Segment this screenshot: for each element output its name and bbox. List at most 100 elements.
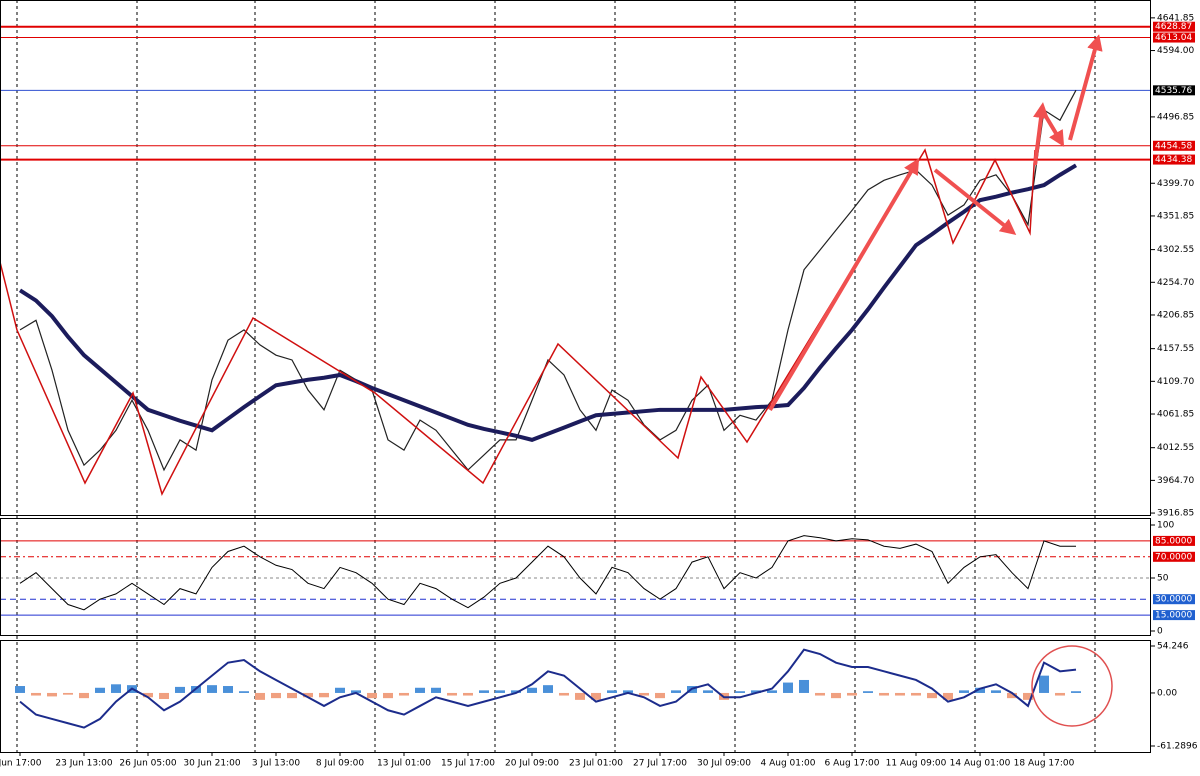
histogram-bar [1071, 691, 1081, 693]
arrows [768, 34, 1103, 412]
y-tick-label: 4302.55 [1157, 245, 1194, 255]
x-tick-label: 4 Aug 01:00 [761, 759, 816, 769]
level-label: 4628.87 [1155, 22, 1192, 32]
histogram-bar [1007, 692, 1017, 699]
price-plot [0, 25, 1151, 472]
histogram-bar [271, 692, 281, 699]
x-tick-label: 26 Jun 05:00 [119, 759, 176, 769]
histogram-bar [911, 692, 921, 696]
histogram-bar [15, 686, 25, 693]
histogram-bar [511, 690, 521, 693]
level-label: 30.0000 [1155, 595, 1192, 605]
x-tick-label: 30 Jun 21:00 [183, 759, 240, 769]
histogram-bar [543, 685, 553, 693]
y-tick-label: 4641.85 [1157, 13, 1194, 23]
histogram-bar [927, 692, 937, 699]
y-tick-label: -61.2896 [1157, 742, 1198, 752]
histogram-bar [655, 692, 665, 699]
histogram-bar [479, 690, 489, 693]
series-line [18, 163, 1078, 442]
histogram-bar [527, 687, 537, 693]
y-tick-label: 50 [1157, 574, 1169, 584]
histogram-bar [159, 692, 169, 700]
y-tick-label: 3964.70 [1157, 476, 1194, 486]
level-label-bg [1153, 85, 1195, 96]
histogram-bar [223, 686, 233, 693]
y-tick-label: 4206.85 [1157, 310, 1194, 320]
x-tick-label: 3 Jul 13:00 [252, 759, 301, 769]
y-tick-label: 4254.70 [1157, 278, 1194, 288]
y-tick-label: 4157.55 [1157, 344, 1194, 354]
histogram-bar [1055, 692, 1065, 696]
x-tick-label: 18 Aug 17:00 [1014, 759, 1075, 769]
x-tick-label: 30 Jul 09:00 [697, 759, 751, 769]
level-label-bg [1153, 32, 1195, 43]
histogram-bar [847, 692, 857, 696]
x-tick-label: 15 Jul 17:00 [441, 759, 495, 769]
y-tick-label: 4012.55 [1157, 443, 1194, 453]
histogram-bar [31, 692, 41, 696]
histogram-bar [383, 692, 393, 699]
histogram-bar [111, 684, 121, 693]
level-label: 4613.04 [1155, 33, 1192, 43]
vertical-grid [16, 0, 1096, 752]
histogram-bar [671, 690, 681, 693]
x-tick-label: 23 Jul 01:00 [569, 759, 623, 769]
x-tick-label: 27 Jul 17:00 [633, 759, 687, 769]
histogram-bar [975, 687, 985, 693]
level-label: 4434.38 [1155, 155, 1192, 165]
y-tick-label: 4109.70 [1157, 377, 1194, 387]
indicator-plots [0, 535, 1151, 729]
level-label-bg [1153, 551, 1195, 562]
level-label: 4454.58 [1155, 141, 1192, 151]
series-line [19, 535, 1076, 611]
level-label: 85.0000 [1155, 536, 1192, 546]
histogram-bar [431, 687, 441, 693]
highlight-circle [1031, 645, 1113, 727]
histogram-bar [303, 692, 313, 698]
level-label-bg [1153, 535, 1195, 546]
histogram-bar [495, 690, 505, 693]
x-tick-label: 23 Jun 13:00 [55, 759, 112, 769]
x-tick-label: 14 Aug 01:00 [950, 759, 1011, 769]
histogram-bar [879, 692, 889, 696]
level-label-bg [1153, 594, 1195, 605]
histogram-bar [79, 692, 89, 699]
y-tick-label: 4399.70 [1157, 179, 1194, 189]
histogram-bar [639, 692, 649, 696]
histogram-bar [767, 690, 777, 693]
x-tick-label: 13 Jul 01:00 [377, 759, 431, 769]
histogram-bar [783, 682, 793, 693]
histogram-bar [319, 692, 329, 698]
histogram-bar [703, 690, 713, 693]
histogram-bar [255, 692, 265, 700]
x-tick-label: 20 Jul 09:00 [505, 759, 559, 769]
histogram-bar [863, 691, 873, 693]
histogram-bar [351, 690, 361, 693]
series-line [19, 648, 1077, 729]
level-label: 70.0000 [1155, 552, 1192, 562]
annotations [0, 34, 1103, 497]
y-tick-label: 100 [1157, 521, 1174, 531]
histogram-bar [95, 687, 105, 693]
histogram-bar [63, 692, 73, 695]
x-tick-label: 6 Aug 17:00 [825, 759, 880, 769]
level-label-bg [1153, 21, 1195, 32]
histogram-bar [943, 692, 953, 700]
histogram-bar [591, 692, 601, 700]
y-tick-label: 0 [1157, 627, 1163, 637]
histogram-bar [463, 692, 473, 696]
histogram-bar [447, 692, 457, 696]
histogram-bar [399, 692, 409, 696]
histogram-bar [559, 692, 569, 696]
histogram-bar [959, 690, 969, 693]
level-label-bg [1153, 154, 1195, 165]
histogram-bar [287, 692, 297, 699]
histogram-bar [367, 692, 377, 699]
histogram-bar [575, 692, 585, 700]
y-tick-label: 4496.85 [1157, 112, 1194, 122]
panel-frames [0, 0, 1151, 753]
histogram-bar [991, 690, 1001, 693]
